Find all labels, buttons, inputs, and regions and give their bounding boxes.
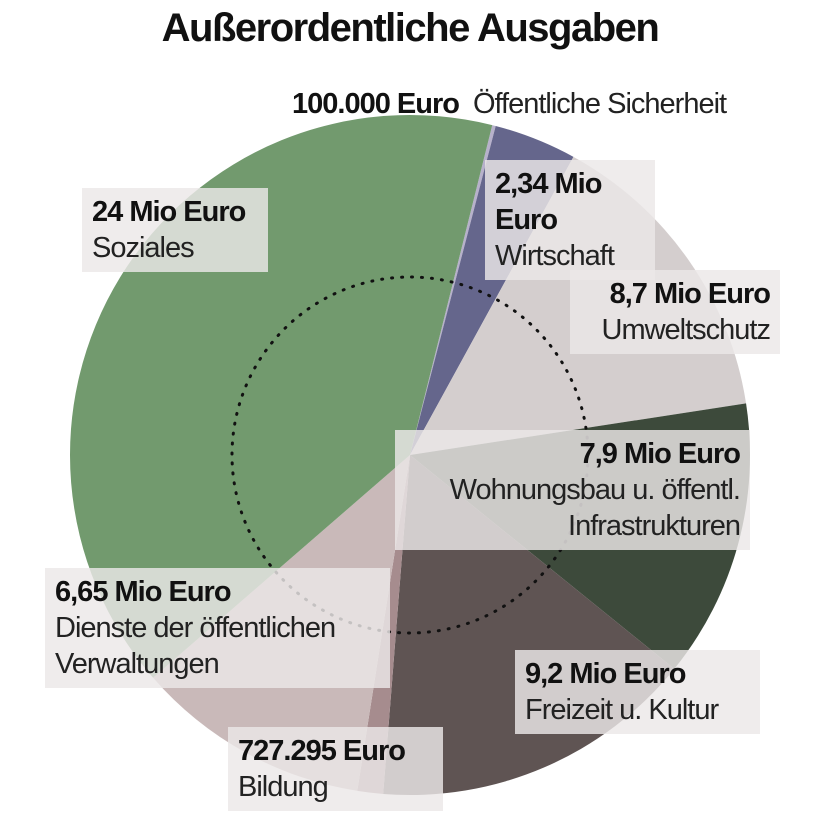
value-label: 8,7 Mio Euro <box>609 278 771 310</box>
slice-label: 100.000 Euro Öffentliche Sicherheit <box>282 80 802 128</box>
value-label: 24 Mio Euro <box>92 196 246 228</box>
category-label: Umweltschutz <box>601 314 771 346</box>
category-label: Wohnungsbau u. öffentl. Infrastrukturen <box>449 474 741 542</box>
category-label: Bildung <box>238 771 329 803</box>
value-label: 2,34 Mio Euro <box>495 168 602 236</box>
slice-label: 727.295 Euro Bildung <box>228 727 443 811</box>
value-label: 100.000 Euro <box>292 88 460 120</box>
category-label: Wirtschaft <box>495 240 615 272</box>
slice-label: 7,9 Mio Euro Wohnungsbau u. öffentl. Infr… <box>395 430 750 550</box>
slice-label: 8,7 Mio Euro Umweltschutz <box>570 270 780 354</box>
value-label: 6,65 Mio Euro <box>55 576 232 608</box>
chart-title: Außerordentliche Ausgaben <box>161 6 660 50</box>
value-label: 727.295 Euro <box>238 735 406 767</box>
slice-label: 9,2 Mio Euro Freizeit u. Kultur <box>515 650 760 734</box>
category-label: Öffentliche Sicherheit <box>472 88 727 120</box>
category-label: Soziales <box>92 232 195 264</box>
slice-label: 24 Mio Euro Soziales <box>82 188 268 272</box>
slice-label: 2,34 Mio Euro Wirtschaft <box>485 160 655 280</box>
category-label: Freizeit u. Kultur <box>525 694 719 726</box>
slice-label: 6,65 Mio Euro Dienste der öffentlichen Ve… <box>45 568 390 688</box>
pie-slice <box>410 125 496 455</box>
value-label: 9,2 Mio Euro <box>525 658 686 690</box>
category-label: Dienste der öffentlichen Verwaltungen <box>55 612 336 680</box>
value-label: 7,9 Mio Euro <box>579 438 741 470</box>
